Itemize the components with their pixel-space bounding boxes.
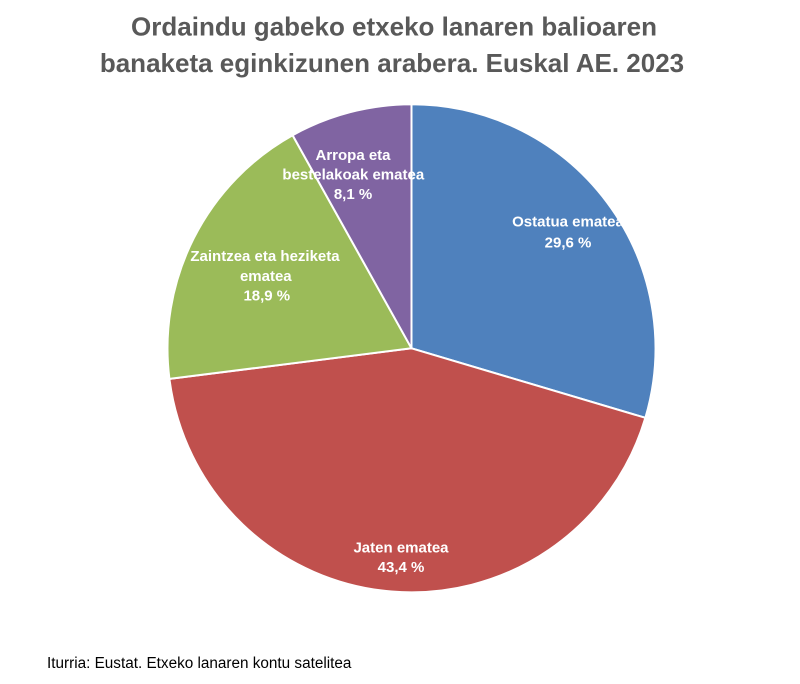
svg-text:Arropa eta: Arropa eta [315, 147, 391, 164]
svg-text:43,4 %: 43,4 % [378, 559, 425, 576]
svg-text:Jaten ematea: Jaten ematea [353, 540, 449, 557]
svg-text:banaketa eginkizunen arabera.: banaketa eginkizunen arabera. Euskal AE.… [100, 48, 684, 78]
svg-text:bestelakoak ematea: bestelakoak ematea [282, 167, 424, 184]
svg-text:Iturria: Eustat. Etxeko lanare: Iturria: Eustat. Etxeko lanaren kontu sa… [47, 655, 352, 672]
svg-text:ematea: ematea [240, 268, 292, 285]
svg-text:Zaintzea eta heziketa: Zaintzea eta heziketa [190, 248, 340, 265]
svg-text:29,6 %: 29,6 % [545, 234, 592, 251]
svg-text:Ostatua ematea: Ostatua ematea [512, 214, 624, 231]
svg-text:Ordaindu gabeko etxeko lanaren: Ordaindu gabeko etxeko lanaren balioaren [131, 12, 657, 42]
svg-text:8,1 %: 8,1 % [334, 186, 372, 203]
svg-text:18,9 %: 18,9 % [243, 288, 290, 305]
